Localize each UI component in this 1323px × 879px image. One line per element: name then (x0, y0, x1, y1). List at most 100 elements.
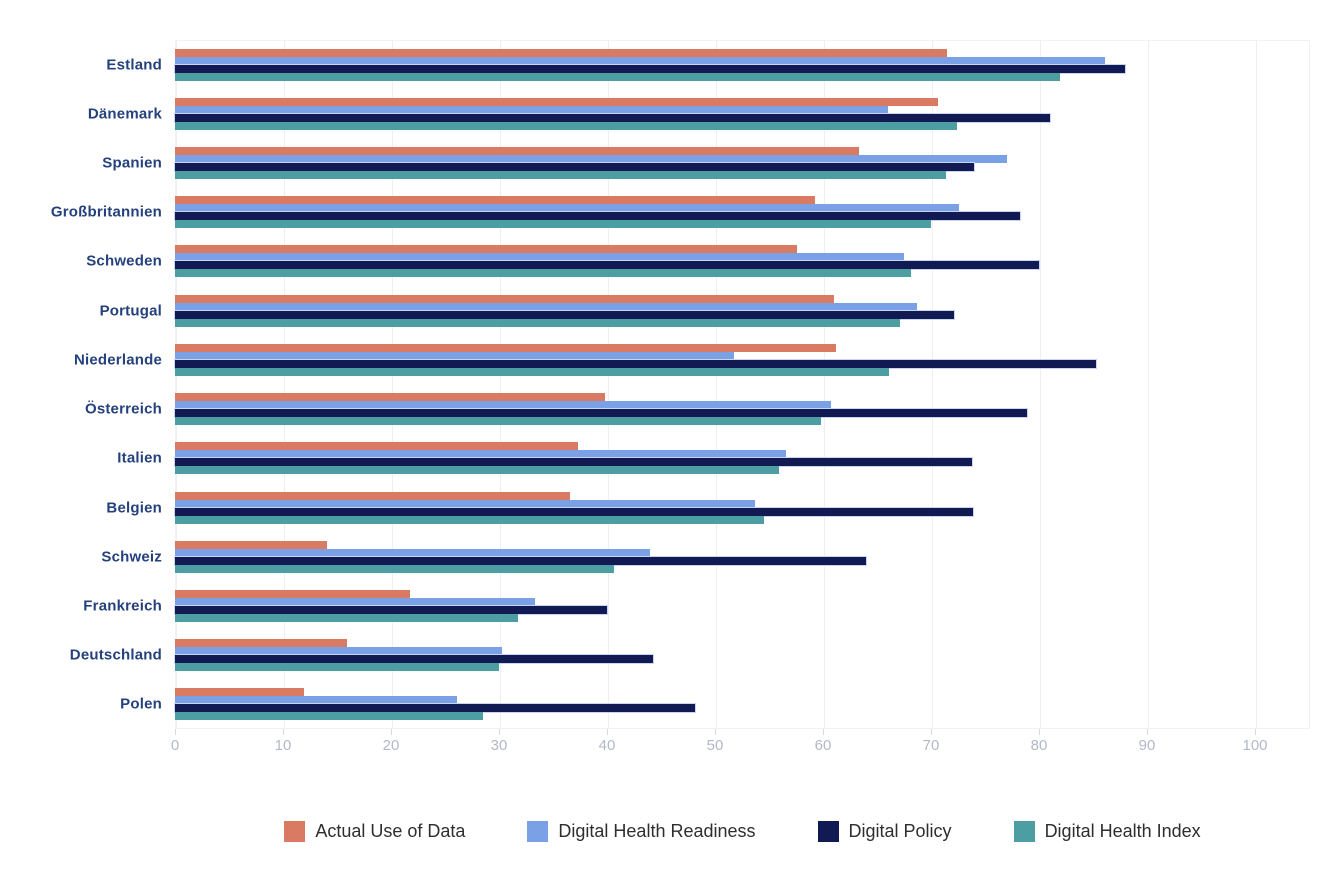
x-tick-mark (391, 729, 392, 735)
bar-sterreich-actual-use-of-data[interactable] (175, 393, 605, 402)
bar-group (175, 294, 954, 327)
legend-label: Digital Policy (848, 820, 952, 841)
bar-deutschland-digital-policy[interactable] (175, 655, 654, 664)
bar-polen-digital-health-index[interactable] (175, 712, 483, 721)
bar-frankreich-digital-health-readiness[interactable] (175, 598, 535, 607)
bar-estland-digital-policy[interactable] (175, 64, 1126, 73)
bar-sterreich-digital-policy[interactable] (175, 409, 1028, 418)
bar-portugal-digital-policy[interactable] (175, 310, 954, 319)
bar-italien-digital-policy[interactable] (175, 458, 972, 467)
bar-sterreich-digital-health-readiness[interactable] (175, 401, 831, 410)
legend-item-digital-policy[interactable]: Digital Policy (817, 820, 952, 842)
bar-group (175, 540, 867, 573)
x-tick-mark (823, 729, 824, 735)
bar-spanien-digital-health-index[interactable] (175, 171, 947, 180)
category-label-schweden: Schweden (86, 252, 162, 270)
bar-italien-actual-use-of-data[interactable] (175, 442, 578, 451)
bar-niederlande-digital-health-index[interactable] (175, 367, 889, 376)
bar-niederlande-digital-health-readiness[interactable] (175, 351, 735, 360)
chart-row-gro-britannien: Großbritannien (51, 188, 1310, 237)
bar-schweden-digital-health-index[interactable] (175, 269, 911, 278)
bar-group (175, 491, 974, 524)
x-tick-mark (175, 729, 176, 735)
bar-estland-digital-health-index[interactable] (175, 72, 1060, 81)
legend-swatch-digital-health-readiness (527, 820, 549, 842)
bar-polen-actual-use-of-data[interactable] (175, 688, 304, 697)
bar-niederlande-digital-policy[interactable] (175, 359, 1097, 368)
x-tick-label-30: 30 (490, 737, 508, 754)
bar-schweden-actual-use-of-data[interactable] (175, 245, 798, 254)
bar-portugal-digital-health-readiness[interactable] (175, 302, 917, 311)
bar-deutschland-digital-health-index[interactable] (175, 663, 499, 672)
chart-row-deutschland: Deutschland (70, 631, 1310, 680)
bar-frankreich-digital-policy[interactable] (175, 606, 607, 615)
bar-estland-actual-use-of-data[interactable] (175, 48, 948, 57)
bar-belgien-digital-health-readiness[interactable] (175, 499, 755, 508)
bar-deutschland-actual-use-of-data[interactable] (175, 639, 347, 648)
bar-spanien-actual-use-of-data[interactable] (175, 147, 859, 156)
category-label-belgien: Belgien (106, 499, 162, 517)
bar-belgien-digital-health-index[interactable] (175, 515, 764, 524)
bar-d-nemark-digital-health-index[interactable] (175, 121, 957, 130)
bar-group (175, 393, 1028, 426)
category-label-estland: Estland (106, 56, 162, 74)
bar-sterreich-digital-health-index[interactable] (175, 417, 821, 426)
bar-d-nemark-digital-health-readiness[interactable] (175, 105, 888, 114)
bar-gro-britannien-digital-health-readiness[interactable] (175, 204, 960, 213)
category-label-italien: Italien (117, 449, 162, 467)
bar-group (175, 245, 1039, 278)
bar-group (175, 97, 1050, 130)
legend-swatch-digital-health-index (1013, 820, 1035, 842)
chart-row-frankreich: Frankreich (83, 581, 1310, 630)
bar-polen-digital-health-readiness[interactable] (175, 696, 457, 705)
bar-belgien-actual-use-of-data[interactable] (175, 491, 571, 500)
bar-group (175, 590, 607, 623)
bar-spanien-digital-health-readiness[interactable] (175, 155, 1007, 164)
bar-portugal-digital-health-index[interactable] (175, 318, 900, 327)
category-label-frankreich: Frankreich (83, 597, 162, 615)
legend-item-digital-health-index[interactable]: Digital Health Index (1013, 820, 1201, 842)
category-label-spanien: Spanien (102, 154, 162, 172)
bar-schweiz-digital-policy[interactable] (175, 556, 867, 565)
legend-item-digital-health-readiness[interactable]: Digital Health Readiness (527, 820, 756, 842)
bar-frankreich-digital-health-index[interactable] (175, 614, 519, 623)
chart-row-polen: Polen (120, 680, 1310, 729)
bar-schweden-digital-health-readiness[interactable] (175, 253, 904, 262)
category-label-sterreich: Österreich (84, 400, 162, 418)
bar-group (175, 196, 1020, 229)
x-tick-label-0: 0 (170, 737, 180, 754)
bar-niederlande-actual-use-of-data[interactable] (175, 343, 836, 352)
chart-row-portugal: Portugal (100, 286, 1310, 335)
category-label-d-nemark: Dänemark (87, 105, 162, 123)
chart-row-sterreich: Österreich (85, 385, 1310, 434)
bar-estland-digital-health-readiness[interactable] (175, 56, 1105, 65)
bar-frankreich-actual-use-of-data[interactable] (175, 590, 411, 599)
legend-label: Digital Health Readiness (558, 820, 756, 841)
bar-portugal-actual-use-of-data[interactable] (175, 294, 834, 303)
bar-gro-britannien-digital-health-index[interactable] (175, 220, 931, 229)
x-tick-label-80: 80 (1030, 737, 1048, 754)
bar-schweiz-digital-health-index[interactable] (175, 564, 614, 573)
bar-group (175, 688, 695, 721)
bar-belgien-digital-policy[interactable] (175, 507, 974, 516)
bar-d-nemark-digital-policy[interactable] (175, 113, 1050, 122)
bar-schweden-digital-policy[interactable] (175, 261, 1039, 270)
x-axis: 0 10 20 30 40 50 60 70 80 90 100 (171, 729, 1310, 769)
bar-gro-britannien-digital-policy[interactable] (175, 212, 1020, 221)
bar-schweiz-digital-health-readiness[interactable] (175, 548, 651, 557)
legend-label: Digital Health Index (1044, 820, 1201, 841)
bar-italien-digital-health-index[interactable] (175, 466, 779, 475)
bar-spanien-digital-policy[interactable] (175, 163, 975, 172)
x-tick-mark (931, 729, 932, 735)
bar-group (175, 343, 1097, 376)
x-tick-mark (715, 729, 716, 735)
bar-italien-digital-health-readiness[interactable] (175, 450, 787, 459)
bar-schweiz-actual-use-of-data[interactable] (175, 540, 328, 549)
legend-item-actual-use-of-data[interactable]: Actual Use of Data (284, 820, 465, 842)
bar-d-nemark-actual-use-of-data[interactable] (175, 97, 938, 106)
bar-deutschland-digital-health-readiness[interactable] (175, 647, 503, 656)
bar-gro-britannien-actual-use-of-data[interactable] (175, 196, 816, 205)
chart-row-d-nemark: Dänemark (88, 89, 1310, 138)
category-label-portugal: Portugal (99, 302, 162, 320)
bar-polen-digital-policy[interactable] (175, 704, 695, 713)
